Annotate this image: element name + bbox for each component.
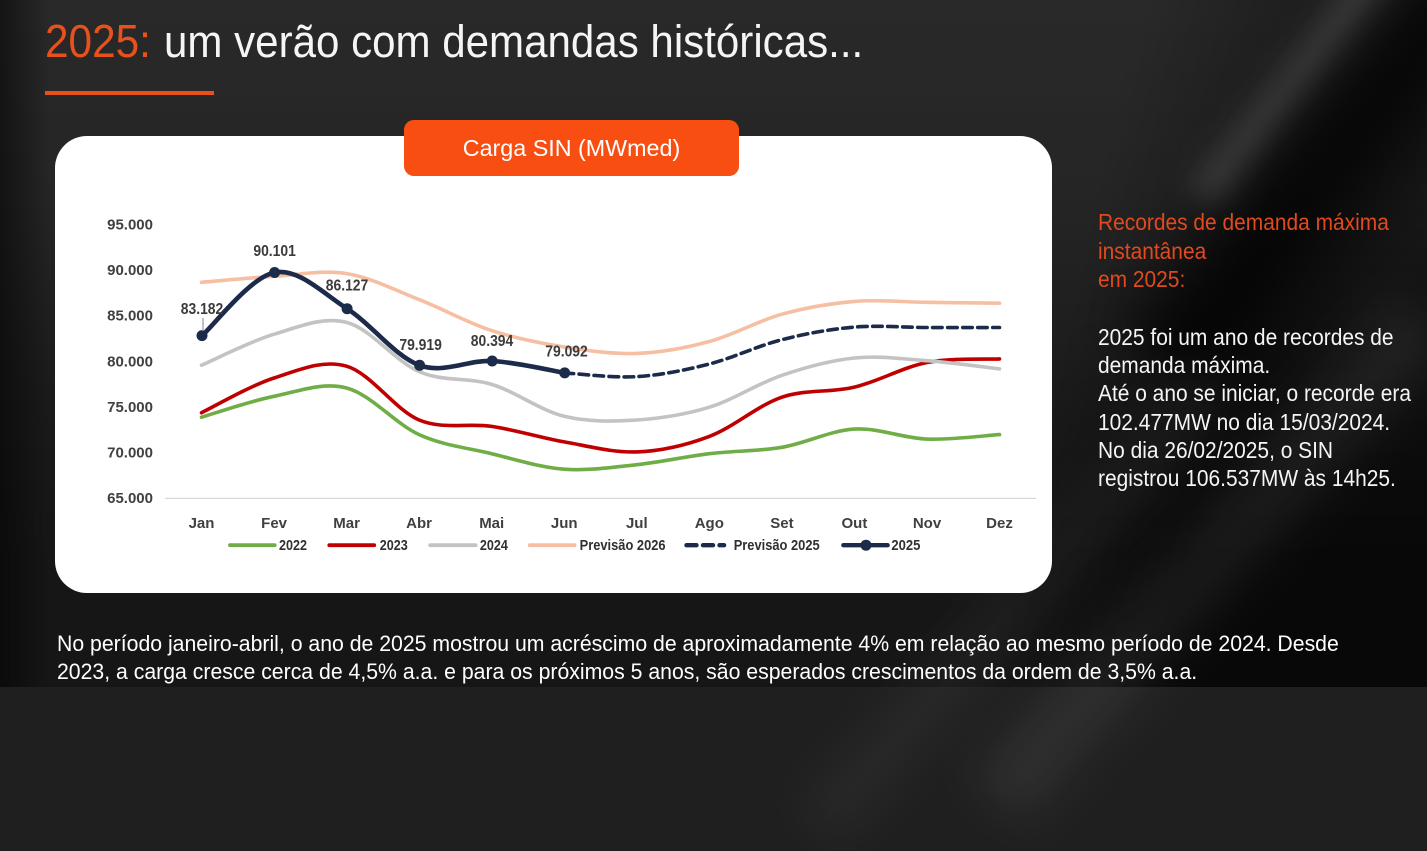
svg-text:75.000: 75.000: [107, 399, 153, 416]
svg-text:Dez: Dez: [986, 515, 1013, 532]
svg-text:Out: Out: [841, 515, 867, 532]
svg-text:Mai: Mai: [479, 515, 504, 532]
svg-text:90.101: 90.101: [253, 243, 296, 260]
svg-text:80.000: 80.000: [107, 353, 153, 370]
svg-text:Previsão 2025: Previsão 2025: [734, 538, 820, 554]
svg-text:Ago: Ago: [695, 515, 724, 532]
svg-text:Set: Set: [770, 515, 793, 532]
svg-text:65.000: 65.000: [107, 490, 153, 507]
svg-text:Mar: Mar: [333, 515, 360, 532]
svg-text:2025: 2025: [891, 538, 920, 554]
svg-text:Jan: Jan: [189, 515, 215, 532]
svg-text:83.182: 83.182: [181, 301, 224, 318]
svg-text:80.394: 80.394: [471, 333, 514, 350]
svg-text:2023: 2023: [380, 538, 408, 554]
svg-text:79.092: 79.092: [545, 343, 588, 360]
svg-text:2024: 2024: [480, 538, 508, 554]
svg-text:90.000: 90.000: [107, 262, 153, 279]
svg-text:Nov: Nov: [913, 515, 942, 532]
svg-text:95.000: 95.000: [107, 217, 153, 234]
svg-text:Jul: Jul: [626, 515, 648, 532]
svg-text:85.000: 85.000: [107, 308, 153, 325]
svg-text:Jun: Jun: [551, 515, 578, 532]
svg-text:70.000: 70.000: [107, 445, 153, 462]
svg-text:86.127: 86.127: [326, 278, 369, 295]
svg-text:Previsão 2026: Previsão 2026: [580, 538, 666, 554]
svg-text:2022: 2022: [279, 538, 307, 554]
svg-text:Fev: Fev: [261, 515, 288, 532]
svg-text:79.919: 79.919: [399, 337, 442, 354]
svg-text:Abr: Abr: [406, 515, 432, 532]
